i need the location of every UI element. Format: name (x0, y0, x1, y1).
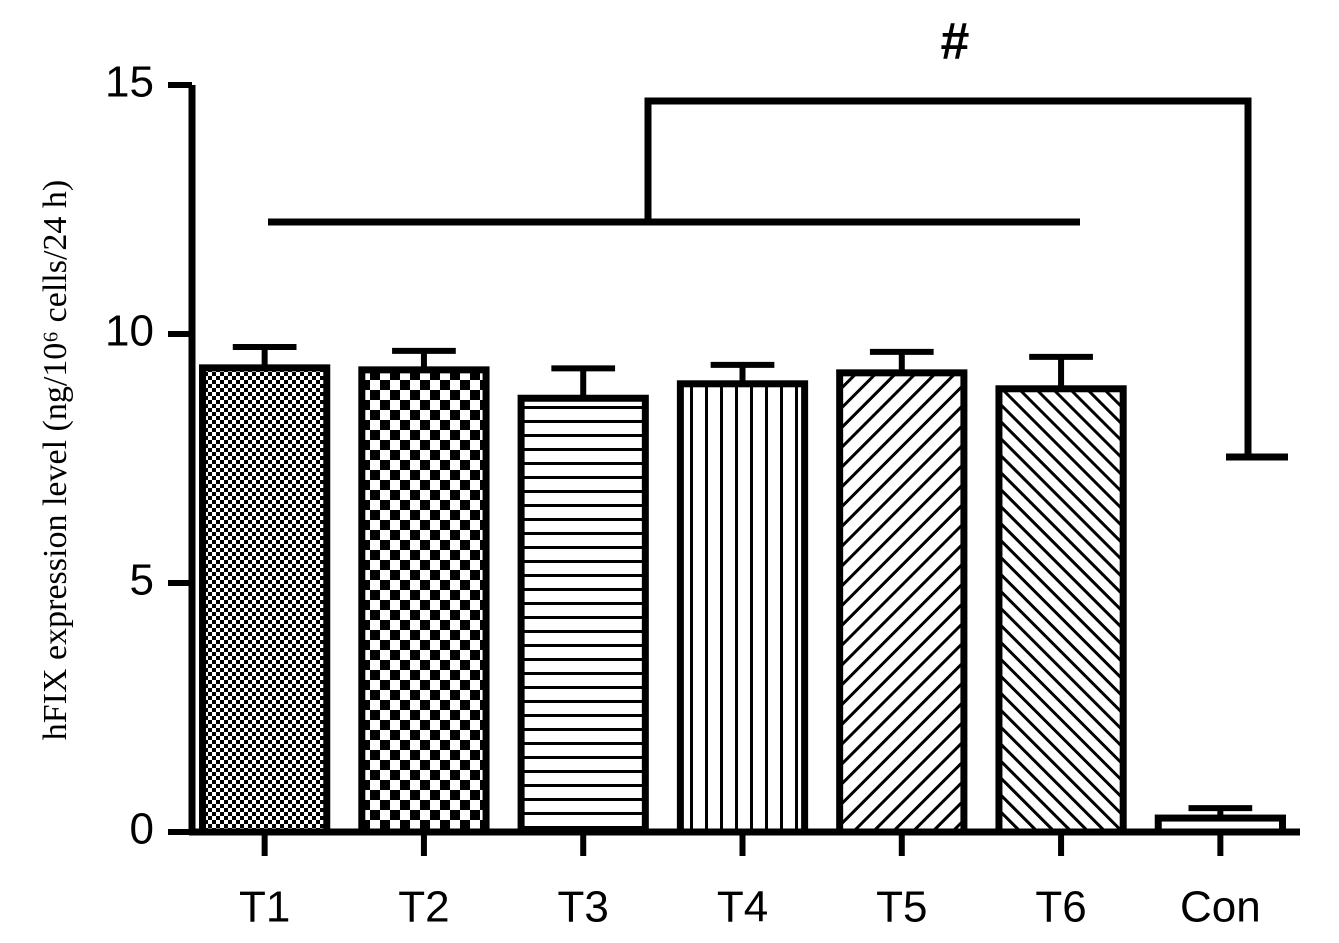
y-axis-label: hFIX expression level (ng/10⁶ cells/24 h… (37, 180, 74, 740)
y-tick-label: 5 (130, 556, 154, 605)
bar (199, 364, 331, 836)
bar (1154, 814, 1286, 836)
bar (995, 385, 1127, 836)
bar (358, 366, 490, 836)
x-tick-label: T2 (398, 883, 449, 932)
x-tick-label: T6 (1035, 883, 1086, 932)
x-tick-label: T1 (239, 883, 290, 932)
y-tick-label: 15 (105, 58, 154, 107)
y-tick-label: 10 (105, 307, 154, 356)
significance-bracket (268, 97, 1288, 461)
bar (836, 369, 968, 836)
bar (676, 380, 809, 836)
x-tick-label: T4 (717, 883, 768, 932)
bar (517, 394, 649, 836)
x-tick-label: T3 (558, 883, 609, 932)
y-tick-label: 0 (130, 805, 154, 854)
significance-mark: # (941, 13, 970, 71)
x-tick-label: Con (1180, 883, 1261, 932)
x-tick-label: T5 (876, 883, 927, 932)
